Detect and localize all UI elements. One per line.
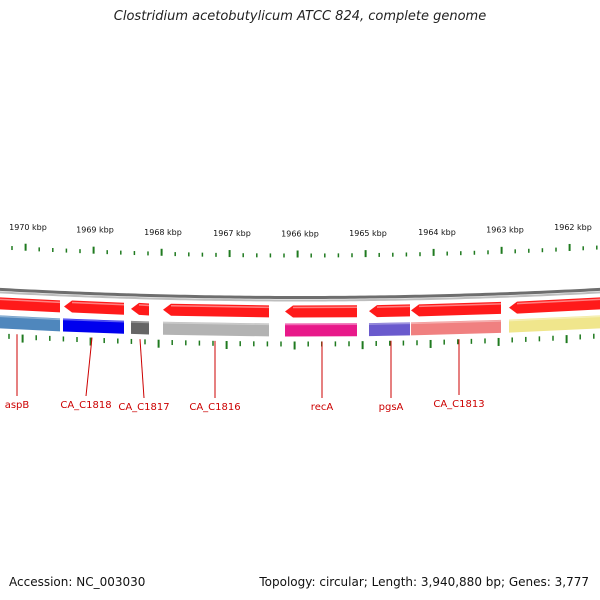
scale-label: 1964 kbp	[418, 228, 456, 237]
cds-highlight	[138, 304, 150, 307]
gene-label: CA_C1818	[60, 400, 111, 411]
scale-label: 1968 kbp	[144, 228, 182, 237]
scale-label: 1963 kbp	[486, 226, 524, 235]
gene-track	[0, 315, 600, 337]
gene-label: pgsA	[379, 402, 404, 413]
gene-bar-highlight	[0, 315, 61, 321]
gene-bar	[285, 323, 357, 337]
gene-label-leader	[85, 337, 93, 397]
gene-bar-highlight	[368, 322, 411, 325]
scale-ticks-bottom	[8, 333, 595, 350]
gene-bar	[131, 320, 149, 335]
gene-bar	[0, 315, 60, 332]
gene-bar-highlight	[162, 322, 270, 326]
genome-backbone	[0, 287, 600, 302]
cds-arrow	[285, 305, 357, 318]
gene-label: CA_C1813	[433, 399, 484, 410]
scale-labels: 1970 kbp 1969 kbp 1968 kbp 1967 kbp 1966 kbp…	[9, 223, 592, 239]
gene-bar	[63, 318, 124, 334]
scale-label: 1970 kbp	[9, 223, 47, 232]
gene-bar	[411, 319, 501, 336]
cds-highlight	[376, 305, 411, 308]
cds-highlight	[71, 301, 125, 306]
scale-ticks-top	[11, 243, 598, 258]
scale-label: 1966 kbp	[281, 230, 319, 239]
gene-label: recA	[311, 402, 334, 413]
gene-label: CA_C1817	[118, 402, 169, 413]
accession-text: Accession: NC_003030	[9, 575, 146, 589]
gene-label: aspB	[5, 400, 30, 411]
gene-labels: aspB CA_C1818 CA_C1817 CA_C1816 recA pgsA CA_C…	[5, 334, 485, 413]
scale-label: 1967 kbp	[213, 229, 251, 238]
cds-arrow	[131, 302, 149, 316]
gene-bar-highlight	[410, 320, 502, 325]
cds-arrow	[509, 297, 600, 314]
cds-highlight	[170, 305, 270, 309]
scale-label: 1969 kbp	[76, 226, 114, 235]
map-title: Clostridium acetobutylicum ATCC 824, com…	[113, 9, 487, 24]
topology-text: Topology: circular; Length: 3,940,880 bp…	[259, 575, 589, 589]
scale-label: 1962 kbp	[554, 223, 592, 232]
cds-highlight	[0, 298, 61, 304]
gene-bar-highlight	[130, 321, 150, 324]
cds-track	[0, 297, 600, 318]
cds-highlight	[418, 303, 502, 308]
gene-label: CA_C1816	[189, 402, 240, 413]
gene-bar-highlight	[508, 315, 600, 322]
gene-bar	[163, 321, 269, 337]
scale-label: 1965 kbp	[349, 229, 387, 238]
gene-bar	[369, 322, 410, 337]
gene-bar-highlight	[62, 318, 125, 323]
gene-label-leader	[139, 339, 145, 399]
backbone-line	[0, 287, 600, 299]
backbone-highlight	[0, 291, 600, 302]
gene-bar	[509, 315, 600, 333]
cds-highlight	[516, 298, 600, 305]
